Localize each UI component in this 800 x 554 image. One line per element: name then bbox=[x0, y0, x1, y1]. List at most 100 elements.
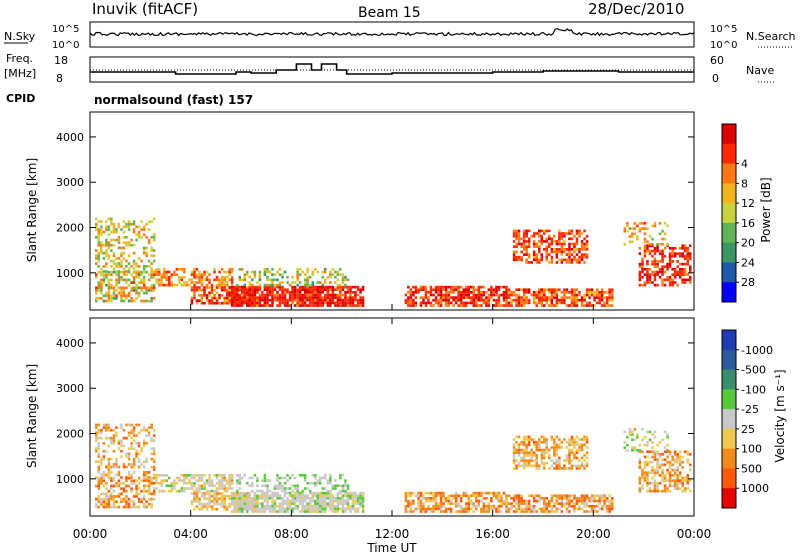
heatmap-cell bbox=[157, 270, 161, 274]
heatmap-cell bbox=[540, 229, 544, 233]
heatmap-cell bbox=[115, 283, 118, 287]
heatmap-cell bbox=[656, 249, 659, 253]
heatmap-cell bbox=[646, 443, 649, 447]
heatmap-cell bbox=[152, 447, 156, 450]
heatmap-cell bbox=[266, 270, 269, 274]
heatmap-cell bbox=[152, 497, 156, 501]
heatmap-cell bbox=[339, 476, 342, 480]
heatmap-cell bbox=[132, 479, 136, 483]
heatmap-cell bbox=[344, 304, 347, 307]
heatmap-cell bbox=[273, 288, 277, 292]
heatmap-cell bbox=[107, 426, 111, 429]
heatmap-cell bbox=[656, 273, 659, 276]
heatmap-cell bbox=[580, 301, 584, 305]
heatmap-cell bbox=[112, 297, 116, 300]
heatmap-cell bbox=[107, 233, 111, 237]
heatmap-cell bbox=[117, 225, 121, 229]
heatmap-cell bbox=[449, 507, 453, 511]
heatmap-cell bbox=[107, 489, 111, 493]
heatmap-cell bbox=[261, 502, 264, 505]
heatmap-cell bbox=[329, 504, 332, 508]
heatmap-cell bbox=[165, 484, 169, 488]
heatmap-cell bbox=[550, 248, 554, 251]
heatmap-cell bbox=[311, 497, 315, 500]
heatmap-cell bbox=[288, 504, 292, 508]
heatmap-cell bbox=[308, 304, 312, 307]
heatmap-cell bbox=[570, 304, 574, 307]
heatmap-cell bbox=[678, 252, 682, 255]
heatmap-cell bbox=[429, 291, 433, 294]
heatmap-cell bbox=[520, 497, 523, 500]
heatmap-cell bbox=[505, 502, 508, 505]
heatmap-cell bbox=[168, 476, 171, 480]
heatmap-cell bbox=[298, 494, 302, 498]
heatmap-cell bbox=[459, 301, 463, 305]
heatmap-cell bbox=[648, 273, 652, 276]
heatmap-cell bbox=[152, 276, 156, 279]
heatmap-cell bbox=[563, 296, 566, 299]
heatmap-cell bbox=[643, 252, 647, 255]
heatmap-cell bbox=[107, 299, 111, 303]
heatmap-cell bbox=[208, 500, 211, 503]
heatmap-cell bbox=[570, 494, 574, 498]
heatmap-cell bbox=[110, 436, 113, 440]
heatmap-cell bbox=[590, 510, 594, 513]
heatmap-cell bbox=[409, 507, 413, 511]
heatmap-cell bbox=[457, 296, 460, 299]
heatmap-cell bbox=[233, 304, 236, 307]
heatmap-cell bbox=[427, 301, 430, 305]
heatmap-cell bbox=[661, 278, 664, 282]
heatmap-cell bbox=[125, 222, 128, 226]
heatmap-cell bbox=[203, 278, 206, 282]
heatmap-cell bbox=[263, 273, 267, 276]
heatmap-cell bbox=[208, 497, 211, 501]
heatmap-cell bbox=[142, 497, 146, 501]
heatmap-cell bbox=[165, 474, 169, 477]
heatmap-cell bbox=[142, 479, 146, 483]
heatmap-cell bbox=[525, 448, 528, 452]
heatmap-cell bbox=[127, 243, 131, 247]
heatmap-cell bbox=[198, 489, 201, 493]
heatmap-cell bbox=[341, 474, 345, 477]
heatmap-cell bbox=[548, 502, 551, 505]
heatmap-cell bbox=[641, 265, 644, 269]
heatmap-cell bbox=[487, 301, 491, 305]
heatmap-cell bbox=[205, 502, 209, 506]
heatmap-cell bbox=[520, 510, 523, 513]
heatmap-cell bbox=[150, 482, 153, 485]
heatmap-cell bbox=[540, 291, 544, 294]
heatmap-cell bbox=[673, 275, 677, 279]
heatmap-cell bbox=[648, 275, 652, 279]
heatmap-cell bbox=[127, 228, 131, 231]
heatmap-cell bbox=[522, 304, 526, 307]
heatmap-cell bbox=[683, 273, 687, 276]
heatmap-cell bbox=[256, 301, 259, 305]
heatmap-cell bbox=[228, 502, 231, 506]
heatmap-cell bbox=[220, 294, 224, 297]
heatmap-cell bbox=[112, 484, 116, 488]
heatmap-cell bbox=[324, 270, 327, 274]
heatmap-cell bbox=[653, 270, 657, 274]
heatmap-cell bbox=[648, 281, 652, 284]
heatmap-cell bbox=[427, 296, 430, 299]
heatmap-cell bbox=[452, 285, 455, 289]
heatmap-cell bbox=[658, 481, 662, 485]
heatmap-cell bbox=[595, 296, 599, 299]
heatmap-cell bbox=[278, 481, 282, 485]
heatmap-cell bbox=[115, 495, 118, 498]
heatmap-cell bbox=[487, 502, 491, 505]
heatmap-cell bbox=[641, 438, 644, 442]
heatmap-cell bbox=[117, 442, 121, 445]
heatmap-cell bbox=[107, 500, 111, 504]
heatmap-cell bbox=[447, 502, 450, 505]
heatmap-cell bbox=[132, 463, 136, 466]
heatmap-cell bbox=[291, 497, 294, 500]
heatmap-cell bbox=[127, 241, 131, 244]
heatmap-cell bbox=[462, 494, 466, 498]
heatmap-cell bbox=[122, 299, 126, 303]
heatmap-cell bbox=[256, 291, 259, 294]
heatmap-cell bbox=[210, 283, 214, 287]
heatmap-cell bbox=[653, 249, 657, 253]
heatmap-cell bbox=[465, 296, 468, 299]
heatmap-cell bbox=[467, 293, 471, 297]
